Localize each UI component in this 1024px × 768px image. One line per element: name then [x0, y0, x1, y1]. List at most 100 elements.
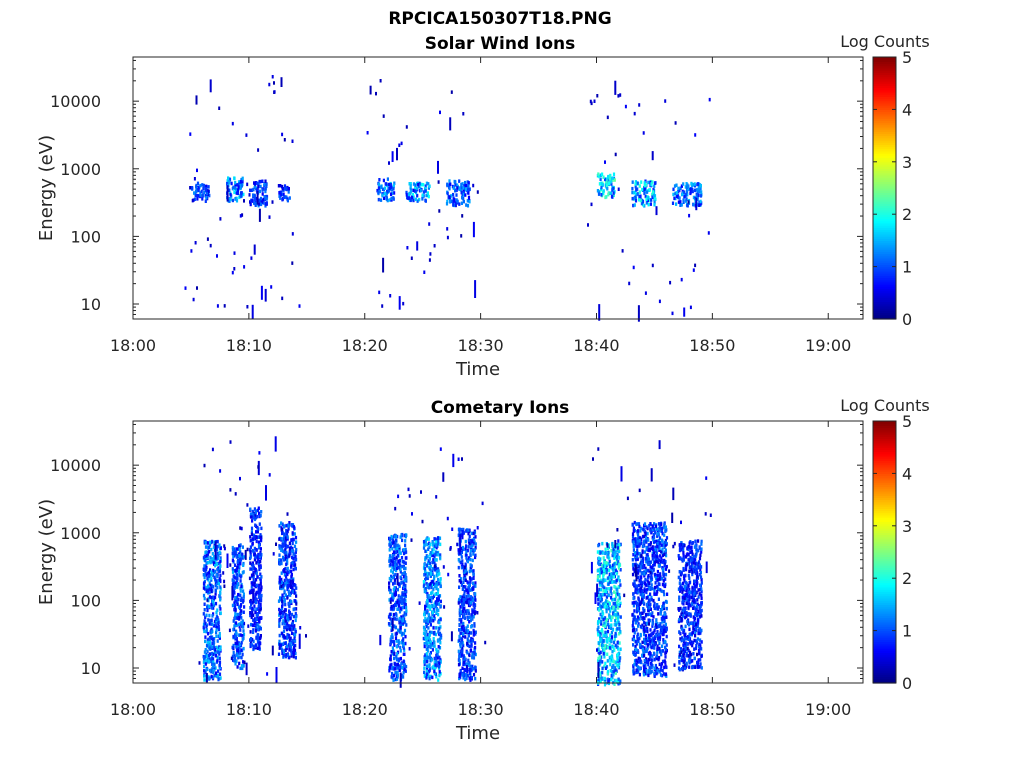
data-cell	[232, 658, 236, 663]
colorbar-segment	[873, 260, 896, 263]
data-cell	[260, 585, 263, 589]
data-cell	[431, 572, 434, 576]
data-cell	[631, 535, 635, 539]
data-cell	[468, 671, 472, 675]
data-cell	[607, 606, 610, 611]
data-cell	[456, 542, 459, 547]
data-cell	[208, 613, 211, 618]
data-cell	[434, 552, 437, 557]
data-cell	[291, 581, 295, 585]
data-cell	[699, 194, 703, 198]
data-cell	[423, 573, 426, 577]
data-cell	[283, 195, 286, 200]
data-cell	[285, 532, 289, 536]
data-cell	[614, 568, 617, 572]
data-cell	[407, 192, 411, 197]
data-cell	[458, 638, 461, 642]
data-cell	[472, 630, 475, 634]
data-cell	[201, 197, 204, 201]
data-cell	[281, 531, 284, 536]
data-cell	[603, 676, 606, 681]
colorbar-segment	[873, 174, 896, 178]
data-cell	[204, 648, 207, 652]
data-cell	[422, 540, 426, 544]
data-cell	[283, 583, 286, 588]
data-cell	[243, 660, 246, 665]
data-cell	[389, 597, 392, 601]
data-cell	[461, 627, 464, 631]
data-cell	[250, 588, 253, 593]
data-cell	[614, 585, 617, 590]
data-cell	[458, 585, 461, 589]
data-cell	[377, 186, 380, 190]
data-cell	[467, 663, 470, 667]
data-cell	[611, 635, 613, 639]
data-cell	[291, 541, 294, 546]
data-cell	[280, 537, 283, 541]
data-cell	[458, 618, 461, 622]
data-cell	[281, 614, 284, 619]
data-cell	[290, 574, 293, 579]
data-cell	[440, 633, 443, 638]
data-cell	[227, 176, 230, 180]
data-cell	[610, 548, 613, 553]
data-cell	[468, 534, 471, 539]
data-cell	[428, 545, 431, 549]
data-cell	[394, 550, 397, 554]
data-cell	[609, 669, 612, 673]
data-cell	[601, 541, 604, 546]
data-cell	[607, 555, 610, 560]
data-cell	[465, 629, 468, 633]
data-cell	[463, 593, 466, 597]
data-cell	[410, 256, 413, 260]
data-cell	[204, 199, 207, 203]
data-cell	[399, 656, 402, 661]
data-cell	[387, 182, 391, 187]
data-cell	[429, 551, 432, 555]
data-cell	[252, 618, 255, 622]
data-cell	[399, 567, 402, 571]
data-cell	[465, 183, 468, 188]
data-cell	[657, 587, 660, 591]
data-cell	[467, 594, 470, 598]
data-cell	[641, 199, 644, 203]
data-cell	[210, 674, 213, 679]
data-cell	[596, 583, 599, 597]
data-cell	[437, 160, 439, 174]
data-cell	[458, 579, 461, 583]
data-cell	[662, 559, 665, 563]
data-cell	[233, 547, 236, 551]
data-cell	[465, 676, 468, 680]
data-cell	[397, 628, 400, 632]
data-cell	[644, 566, 647, 571]
data-cell	[643, 183, 646, 188]
data-cell	[195, 95, 198, 105]
data-cell	[472, 602, 475, 606]
data-cell	[604, 624, 607, 628]
colorbar-segment	[873, 120, 896, 124]
data-cell	[654, 625, 657, 630]
data-cell	[621, 249, 624, 253]
data-cell	[277, 599, 281, 603]
data-cell	[653, 184, 656, 188]
data-cell	[219, 469, 222, 473]
data-cell	[696, 182, 699, 186]
data-cell	[465, 550, 468, 554]
colorbar-segment	[873, 72, 896, 76]
data-cell	[664, 99, 667, 103]
data-cell	[231, 567, 234, 571]
colorbar-segment	[873, 207, 896, 211]
data-cell	[395, 568, 398, 573]
data-cell	[239, 181, 242, 186]
data-cell	[612, 601, 615, 606]
data-cell	[214, 583, 217, 588]
data-cell	[600, 187, 603, 192]
data-cell	[280, 521, 283, 525]
data-cell	[468, 661, 471, 665]
data-cell	[218, 665, 221, 670]
data-cell	[402, 580, 405, 584]
data-cell	[408, 182, 411, 186]
data-cell	[246, 305, 249, 309]
data-cell	[254, 183, 257, 187]
